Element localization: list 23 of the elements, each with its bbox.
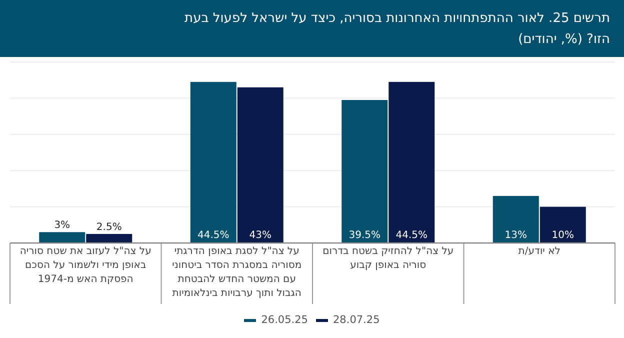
data-label: 10% <box>552 230 574 241</box>
bar <box>492 196 539 243</box>
x-tick-label: על צה"ל לעזוב את שטח סוריה באופן מידי ולשמור על הסכם הפסקת האש מ-1974 <box>18 245 152 287</box>
legend-label: 28.07.25 <box>333 314 380 326</box>
bar <box>237 87 284 243</box>
bar <box>39 232 86 243</box>
data-label: 2.5% <box>96 222 122 233</box>
data-label: 3% <box>54 220 70 232</box>
bar <box>86 234 132 243</box>
data-label: 39.5% <box>348 230 381 241</box>
data-label: 44.5% <box>197 230 230 241</box>
x-tick-label: על צה"ל להחזיק בשטח בדרום סוריה באופן קבוע <box>322 245 455 273</box>
x-tick-label: על צה"ל לסגת באופן הדרגתי מסוריה במסגרת הסדר ביטחוני עם המשטר החדש להבטחת הגבול ותוך ערבויות בינלאומיות <box>171 245 303 301</box>
data-label: 43% <box>249 230 272 241</box>
chart-title: תרשים 25. לאור ההתפתחויות האחרונות בסוריה, כיצד על ישראל לפעול בעת הזו? (%, יהודים) <box>184 10 610 49</box>
data-label: 13% <box>504 230 527 241</box>
legend-label: 26.05.25 <box>261 314 308 326</box>
data-label: 44.5% <box>396 230 428 241</box>
bar <box>342 100 388 243</box>
bar <box>190 82 236 243</box>
bar <box>540 206 586 243</box>
bar <box>388 82 435 243</box>
x-tick-label: לא יודע/ת <box>517 245 562 259</box>
